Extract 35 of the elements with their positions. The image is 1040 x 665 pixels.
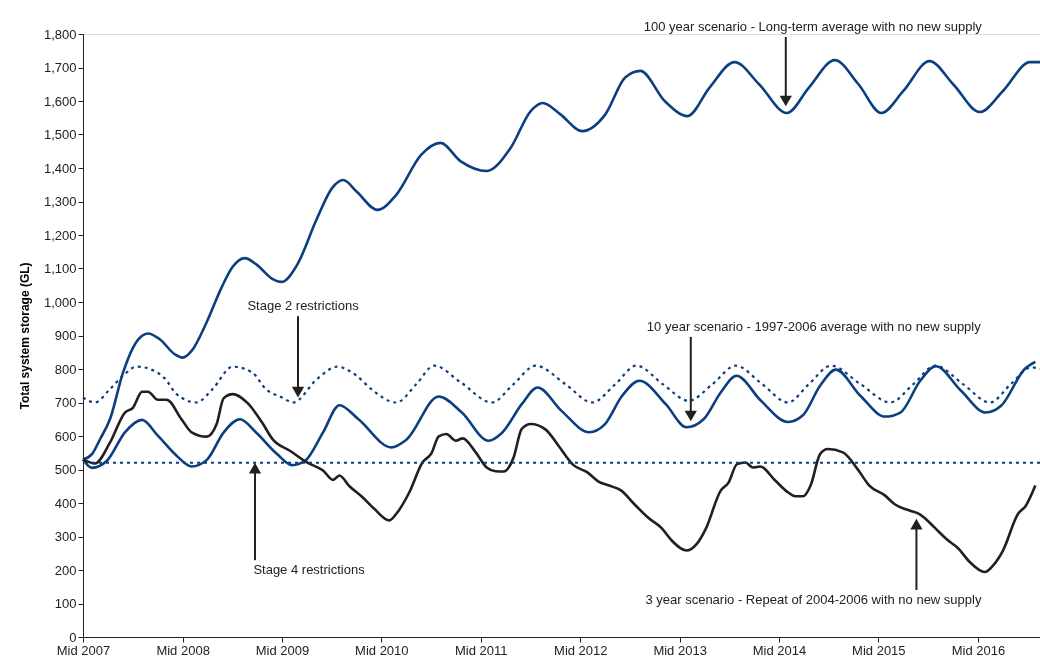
y-tick-label: 1,000 bbox=[43, 294, 77, 310]
x-tick-label: Mid 2010 bbox=[355, 642, 409, 658]
y-tick-label: 900 bbox=[54, 328, 77, 343]
y-tick-label: 1,600 bbox=[43, 93, 77, 109]
annotation: Stage 4 restrictions bbox=[253, 562, 366, 578]
y-tick-label: 700 bbox=[54, 395, 77, 410]
y-tick-label: 1,400 bbox=[43, 160, 77, 176]
y-tick-label: 1,500 bbox=[43, 127, 77, 142]
x-tick-label: Mid 2016 bbox=[951, 642, 1006, 658]
y-tick-label: 1,200 bbox=[43, 227, 77, 243]
annotation: Stage 2 restrictions bbox=[247, 298, 360, 314]
y-tick-label: 500 bbox=[54, 462, 77, 477]
y-axis-title: Total system storage (GL) bbox=[17, 262, 32, 410]
y-tick-label: 1,300 bbox=[43, 194, 77, 209]
y-tick-label: 200 bbox=[54, 562, 77, 578]
annotation: 10 year scenario - 1997-2006 average with no new supply bbox=[646, 318, 982, 334]
y-tick-label: 1,100 bbox=[43, 261, 77, 276]
x-tick-label: Mid 2015 bbox=[852, 642, 906, 658]
annotation: 3 year scenario - Repeat of 2004-2006 with no new supply bbox=[645, 592, 982, 608]
x-tick-label: Mid 2012 bbox=[554, 642, 608, 658]
y-tick-label: 300 bbox=[54, 529, 77, 544]
annotation: 100 year scenario - Long-term average with no new supply bbox=[643, 19, 983, 35]
x-tick-label: Mid 2014 bbox=[752, 642, 807, 658]
y-tick-label: 400 bbox=[54, 495, 77, 511]
y-tick-label: 1,800 bbox=[43, 26, 77, 42]
x-tick-label: Mid 2013 bbox=[653, 642, 707, 658]
y-tick-label: 100 bbox=[54, 596, 77, 611]
y-tick-label: 600 bbox=[54, 428, 77, 444]
y-tick-label: 0 bbox=[69, 629, 77, 645]
x-tick-label: Mid 2007 bbox=[56, 642, 111, 658]
y-tick-label: 1,700 bbox=[43, 60, 77, 75]
x-tick-label: Mid 2008 bbox=[156, 642, 210, 658]
x-tick-label: Mid 2011 bbox=[454, 642, 508, 658]
y-tick-label: 800 bbox=[54, 361, 77, 377]
x-tick-label: Mid 2009 bbox=[255, 642, 310, 658]
